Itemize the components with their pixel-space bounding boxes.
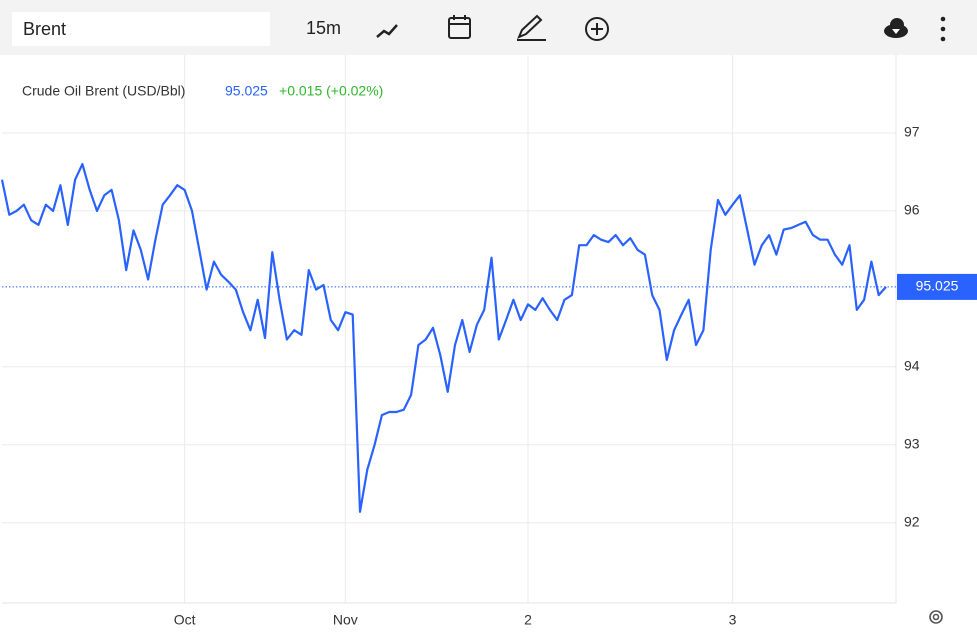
change: +0.015 (+0.02%) — [279, 83, 383, 99]
last-value: 95.025 — [225, 83, 268, 99]
price-label-box — [897, 273, 977, 300]
price-label: 95.025 — [916, 278, 959, 294]
chart-type-icon[interactable] — [376, 24, 398, 38]
toolbar: Brent 15m — [0, 0, 977, 55]
toolbar-icons — [376, 14, 946, 42]
y-tick-label: 92 — [904, 513, 920, 529]
menu-icon[interactable] — [940, 16, 946, 42]
x-tick-label: 2 — [524, 612, 532, 628]
price-line — [0, 163, 887, 513]
calendar-icon[interactable] — [448, 15, 471, 39]
download-icon[interactable] — [884, 18, 908, 38]
settings-icon[interactable] — [929, 610, 943, 624]
search-box[interactable]: Brent — [12, 12, 270, 46]
y-tick-label: 93 — [904, 435, 920, 451]
interval-button[interactable]: 15m — [306, 18, 342, 38]
x-tick-label: Nov — [333, 612, 358, 628]
chart: Crude Oil Brent (USD/Bbl) 95.025 +0.015 … — [0, 55, 977, 628]
y-tick-label: 97 — [904, 124, 920, 140]
chart-title: Crude Oil Brent (USD/Bbl) — [22, 83, 185, 99]
x-tick-label: 3 — [729, 612, 737, 628]
y-tick-label: 96 — [904, 202, 920, 218]
add-icon[interactable] — [585, 17, 609, 41]
draw-icon[interactable] — [517, 14, 546, 41]
x-tick-label: Oct — [174, 612, 196, 628]
y-tick-label: 94 — [904, 358, 920, 374]
